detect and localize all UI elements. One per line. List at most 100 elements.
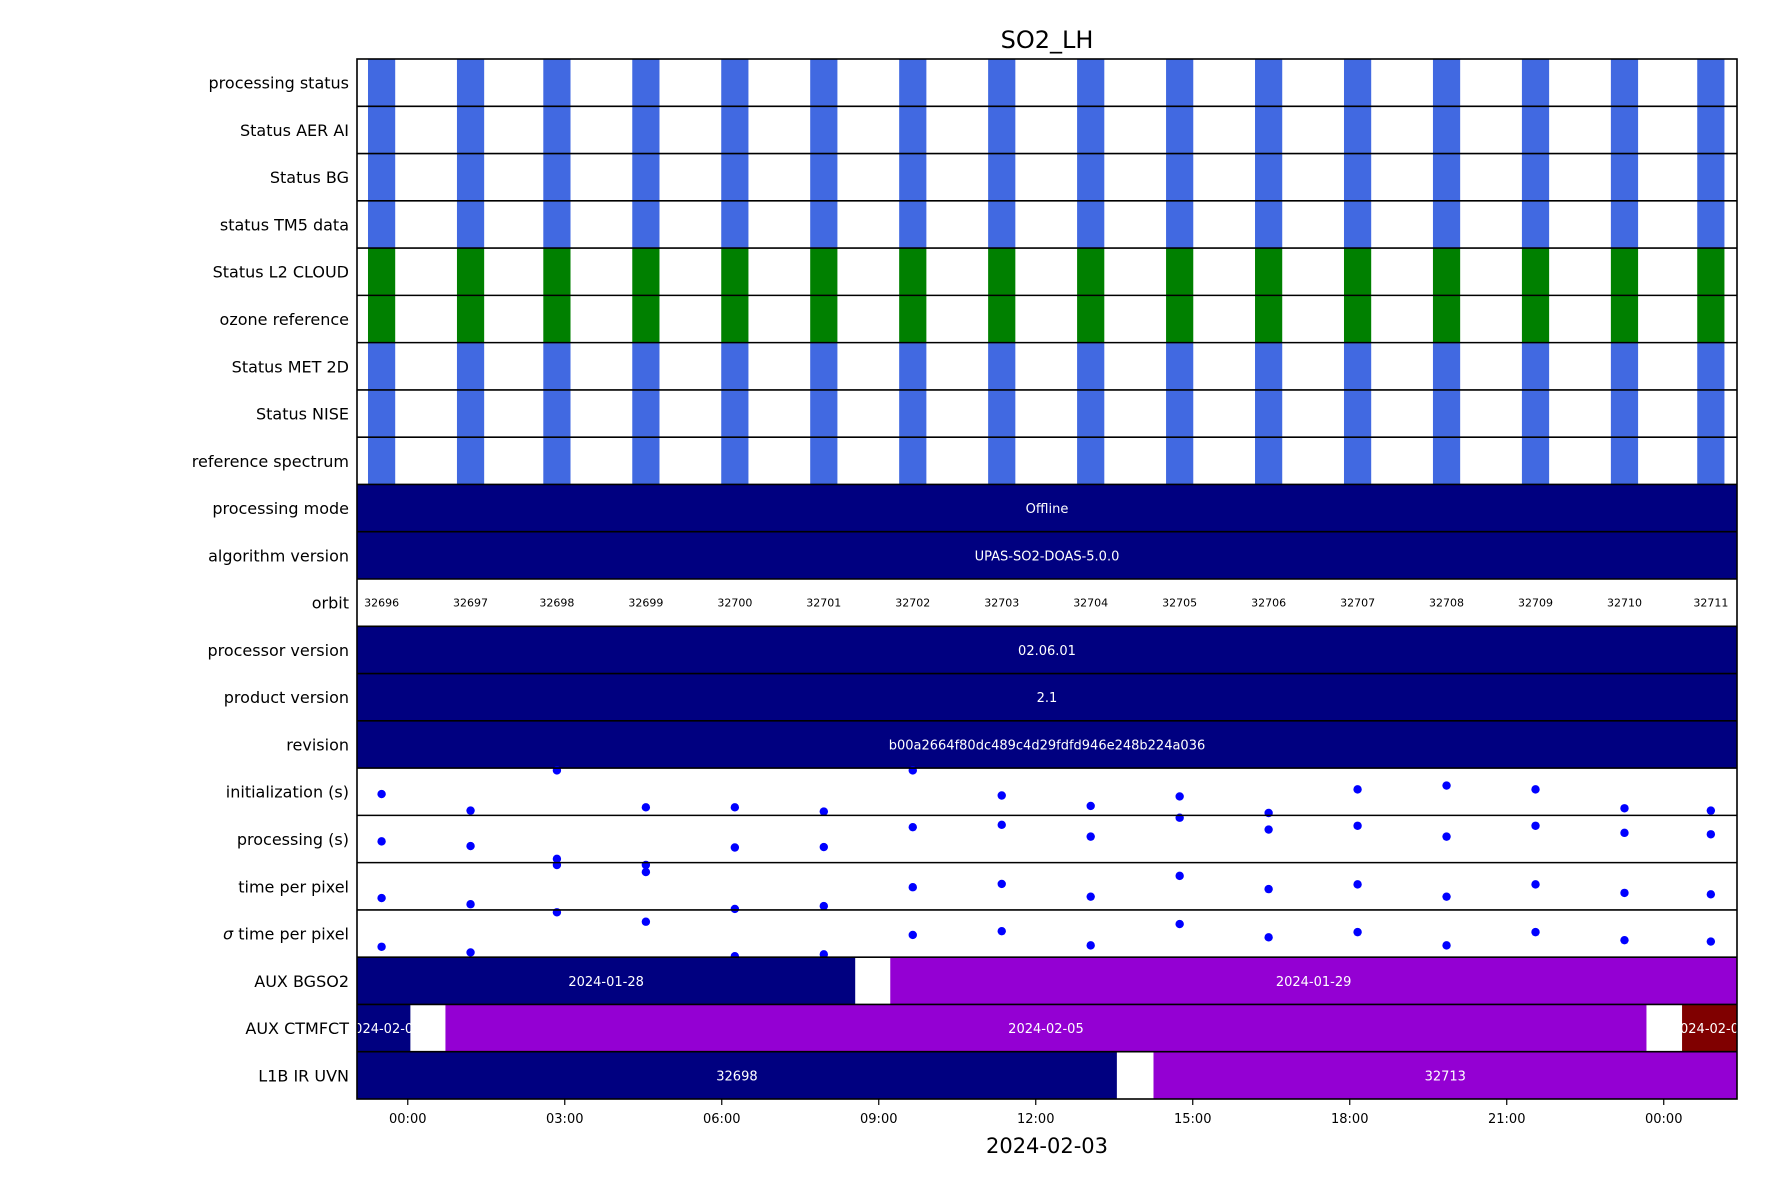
row-4 — [367, 248, 1725, 296]
orbit-status-block — [543, 248, 571, 296]
orbit-status-block — [1343, 342, 1372, 390]
data-point — [1264, 825, 1273, 834]
orbit-number: 32709 — [1518, 597, 1553, 610]
data-point — [1175, 792, 1184, 801]
span-label: 2024-02-03 — [346, 1022, 422, 1037]
data-point — [1086, 892, 1095, 901]
row-label: processing mode — [212, 499, 349, 518]
orbit-status-block — [1077, 59, 1105, 107]
orbit-status-block — [1077, 295, 1105, 343]
orbit-number: 32706 — [1251, 597, 1286, 610]
span-label: 2024-02-06 — [1672, 1022, 1748, 1037]
orbit-status-block — [1077, 153, 1105, 201]
orbit-status-block — [810, 200, 838, 249]
orbit-status-block — [1343, 59, 1372, 107]
orbit-status-block — [988, 248, 1016, 296]
data-point — [466, 948, 475, 957]
span-label: 02.06.01 — [1018, 644, 1076, 659]
span-bar — [445, 1004, 1647, 1052]
data-point — [1353, 927, 1362, 937]
data-point — [641, 917, 651, 926]
row-label: processing status — [209, 74, 349, 93]
row-label: Status AER AI — [240, 121, 349, 140]
orbit-status-block — [1343, 200, 1372, 249]
orbit-status-block — [456, 389, 485, 438]
data-point — [1531, 880, 1540, 889]
orbit-status-block — [1166, 153, 1194, 201]
orbit-status-block — [899, 200, 927, 249]
orbit-status-block — [721, 437, 749, 485]
orbit-status-block — [632, 106, 660, 154]
orbit-status-block — [1610, 437, 1639, 485]
data-point — [730, 904, 740, 914]
row-7 — [367, 389, 1725, 438]
data-point — [908, 883, 917, 892]
row-label: AUX BGSO2 — [254, 972, 349, 991]
orbit-status-block — [1255, 248, 1283, 296]
x-tick-label: 18:00 — [1331, 1112, 1368, 1127]
orbit-status-block — [1343, 153, 1372, 201]
x-tick-label: 00:00 — [389, 1112, 426, 1127]
data-point — [730, 803, 740, 812]
orbit-status-block — [988, 389, 1016, 438]
orbit-status-block — [1697, 342, 1725, 390]
row-label: algorithm version — [208, 546, 349, 565]
span-bar — [357, 1004, 411, 1052]
data-point — [1706, 890, 1716, 899]
x-tick-label: 03:00 — [546, 1112, 583, 1127]
data-point — [377, 837, 386, 846]
span-label: 32713 — [1425, 1069, 1466, 1084]
orbit-status-block — [543, 106, 571, 154]
orbit-status-block — [899, 153, 927, 201]
data-point — [1620, 888, 1629, 898]
orbit-status-block — [367, 106, 396, 154]
span-label: b00a2664f80dc489c4d29fdfd946e248b224a036 — [889, 738, 1206, 753]
orbit-status-block — [1432, 106, 1461, 154]
orbit-status-block — [367, 59, 396, 107]
data-point — [1442, 781, 1451, 790]
orbit-status-block — [810, 342, 838, 390]
orbit-number: 32711 — [1693, 597, 1728, 610]
orbit-status-block — [1255, 59, 1283, 107]
orbit-status-block — [810, 59, 838, 107]
orbit-status-block — [721, 153, 749, 201]
data-point — [819, 842, 829, 852]
orbit-status-block — [1343, 106, 1372, 154]
orbit-status-block — [1521, 437, 1550, 485]
orbit-status-block — [367, 200, 396, 249]
orbit-status-block — [899, 342, 927, 390]
orbit-status-block — [1610, 248, 1639, 296]
row-0 — [367, 59, 1725, 107]
orbit-status-block — [1166, 106, 1194, 154]
orbit-number: 32703 — [984, 597, 1019, 610]
orbit-status-block — [543, 200, 571, 249]
orbit-status-block — [1610, 153, 1639, 201]
row-label: Status L2 CLOUD — [213, 263, 349, 282]
orbit-number: 32701 — [806, 597, 841, 610]
orbit-status-block — [632, 153, 660, 201]
data-point — [377, 893, 386, 903]
orbit-status-block — [456, 248, 485, 296]
row-label: time per pixel — [238, 877, 349, 896]
span-label: 2024-02-05 — [1008, 1022, 1084, 1037]
span-label: UPAS-SO2-DOAS-5.0.0 — [975, 549, 1120, 564]
data-point — [1706, 937, 1716, 946]
x-tick-label: 09:00 — [860, 1112, 897, 1127]
orbit-status-block — [1432, 200, 1461, 249]
span-bar — [1682, 1004, 1737, 1052]
orbit-status-block — [367, 389, 396, 438]
row-label: Status NISE — [256, 405, 349, 424]
orbit-status-block — [1343, 437, 1372, 485]
orbit-status-block — [367, 437, 396, 485]
orbit-status-block — [367, 153, 396, 201]
orbit-status-block — [1697, 295, 1725, 343]
orbit-status-block — [988, 59, 1016, 107]
row-13: 2.1 — [357, 673, 1737, 721]
span-bar — [357, 720, 1737, 769]
span-label: 32698 — [716, 1069, 757, 1084]
orbit-status-block — [367, 342, 396, 390]
span-bar — [357, 673, 1737, 721]
orbit-status-block — [810, 437, 838, 485]
orbit-status-block — [1521, 59, 1550, 107]
